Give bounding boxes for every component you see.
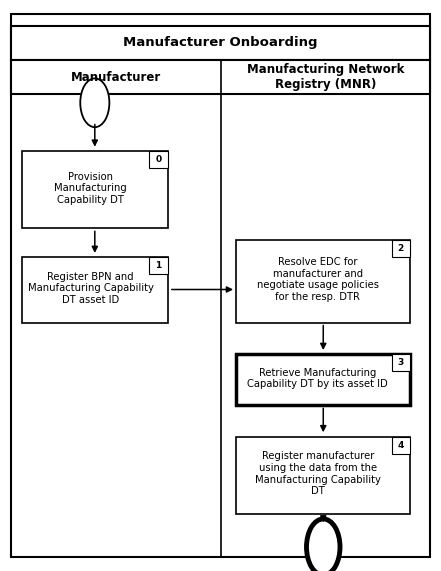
Text: Manufacturer: Manufacturer — [71, 71, 161, 83]
Ellipse shape — [80, 78, 109, 127]
Text: Manufacturer Onboarding: Manufacturer Onboarding — [123, 37, 318, 49]
Bar — [392, 354, 410, 371]
Bar — [22, 257, 168, 323]
Bar — [11, 26, 430, 60]
Bar — [22, 151, 168, 228]
Text: 2: 2 — [398, 244, 404, 253]
Text: 1: 1 — [155, 261, 161, 270]
Bar — [236, 437, 410, 514]
Bar — [149, 151, 168, 168]
Text: Register BPN and
Manufacturing Capability
DT asset ID: Register BPN and Manufacturing Capabilit… — [27, 272, 153, 305]
Bar — [236, 354, 410, 405]
Bar — [236, 240, 410, 323]
Text: Retrieve Manufacturing
Capability DT by its asset ID: Retrieve Manufacturing Capability DT by … — [247, 368, 388, 389]
Bar — [149, 257, 168, 274]
Ellipse shape — [306, 519, 340, 571]
Text: 3: 3 — [398, 358, 404, 367]
Text: Resolve EDC for
manufacturer and
negotiate usage policies
for the resp. DTR: Resolve EDC for manufacturer and negotia… — [257, 257, 379, 302]
Text: Provision
Manufacturing
Capability DT: Provision Manufacturing Capability DT — [54, 172, 127, 205]
Bar — [392, 240, 410, 257]
Text: 4: 4 — [398, 441, 404, 450]
Text: Register manufacturer
using the data from the
Manufacturing Capability
DT: Register manufacturer using the data fro… — [255, 452, 381, 496]
Text: 0: 0 — [155, 155, 161, 164]
Bar — [11, 60, 430, 94]
Bar — [392, 437, 410, 454]
Text: Manufacturing Network
Registry (MNR): Manufacturing Network Registry (MNR) — [247, 63, 404, 91]
